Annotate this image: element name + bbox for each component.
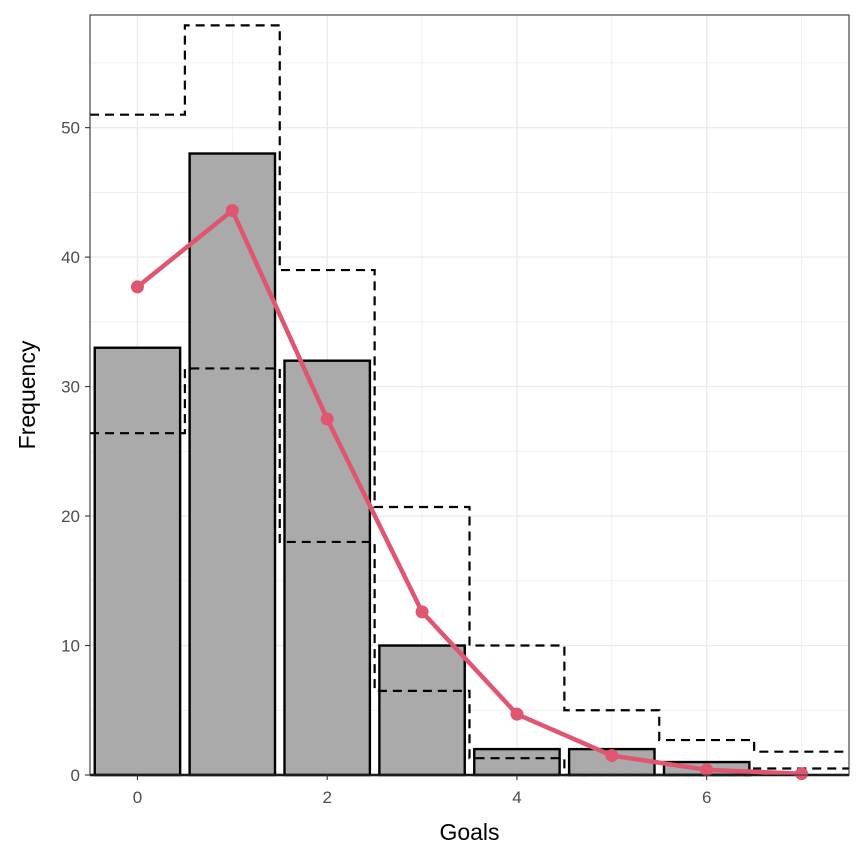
bar bbox=[188, 152, 277, 777]
bars bbox=[90, 152, 849, 777]
x-tick-label: 2 bbox=[322, 788, 331, 807]
expected-point bbox=[415, 605, 429, 619]
bar bbox=[283, 359, 372, 777]
axis-ticks: 0 2 4 6 0 10 20 30 40 50 bbox=[61, 119, 711, 807]
x-tick-label: 6 bbox=[702, 788, 711, 807]
y-tick-label: 0 bbox=[71, 766, 80, 785]
y-tick-label: 40 bbox=[61, 248, 80, 267]
y-axis-title: Frequency bbox=[14, 340, 40, 449]
expected-point bbox=[510, 707, 524, 721]
bar bbox=[473, 747, 561, 777]
expected-point bbox=[795, 767, 809, 781]
panel-border bbox=[89, 14, 850, 776]
expected-point bbox=[225, 204, 239, 218]
y-tick-label: 50 bbox=[61, 119, 80, 138]
x-tick-label: 0 bbox=[133, 788, 142, 807]
y-tick-label: 30 bbox=[61, 378, 80, 397]
y-tick-label: 20 bbox=[61, 507, 80, 526]
expected-point bbox=[320, 412, 334, 426]
expected-line-path bbox=[136, 208, 802, 776]
expected-point bbox=[700, 763, 714, 777]
expected-line bbox=[130, 204, 809, 781]
x-tick-label: 4 bbox=[512, 788, 521, 807]
bar bbox=[93, 346, 182, 777]
y-tick-label: 10 bbox=[61, 637, 80, 656]
bar bbox=[378, 644, 466, 777]
expected-point bbox=[605, 749, 619, 763]
x-axis-title: Goals bbox=[439, 819, 499, 845]
interval-step-line bbox=[90, 24, 849, 753]
expected-point bbox=[130, 280, 144, 294]
